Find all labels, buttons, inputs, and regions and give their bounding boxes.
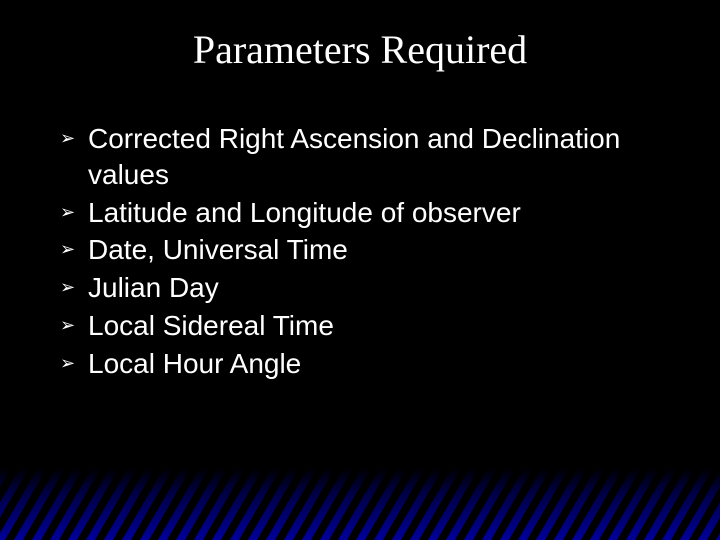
list-item: ➢ Corrected Right Ascension and Declinat… <box>60 121 660 193</box>
arrow-bullet-icon: ➢ <box>60 238 75 261</box>
bullet-text: Local Sidereal Time <box>88 310 334 341</box>
bullet-text: Julian Day <box>88 272 219 303</box>
arrow-bullet-icon: ➢ <box>60 314 75 337</box>
list-item: ➢ Julian Day <box>60 270 660 306</box>
content-area: ➢ Corrected Right Ascension and Declinat… <box>0 83 720 382</box>
page-title: Parameters Required <box>0 0 720 83</box>
list-item: ➢ Local Sidereal Time <box>60 308 660 344</box>
arrow-bullet-icon: ➢ <box>60 201 75 224</box>
bullet-list: ➢ Corrected Right Ascension and Declinat… <box>60 121 660 382</box>
list-item: ➢ Local Hour Angle <box>60 346 660 382</box>
bullet-text: Local Hour Angle <box>88 348 301 379</box>
list-item: ➢ Date, Universal Time <box>60 232 660 268</box>
footer-decoration <box>0 468 720 540</box>
bullet-text: Date, Universal Time <box>88 234 348 265</box>
slide: Parameters Required ➢ Corrected Right As… <box>0 0 720 540</box>
bullet-text: Corrected Right Ascension and Declinatio… <box>88 123 620 190</box>
arrow-bullet-icon: ➢ <box>60 352 75 375</box>
arrow-bullet-icon: ➢ <box>60 127 75 150</box>
arrow-bullet-icon: ➢ <box>60 276 75 299</box>
list-item: ➢ Latitude and Longitude of observer <box>60 195 660 231</box>
bullet-text: Latitude and Longitude of observer <box>88 197 521 228</box>
